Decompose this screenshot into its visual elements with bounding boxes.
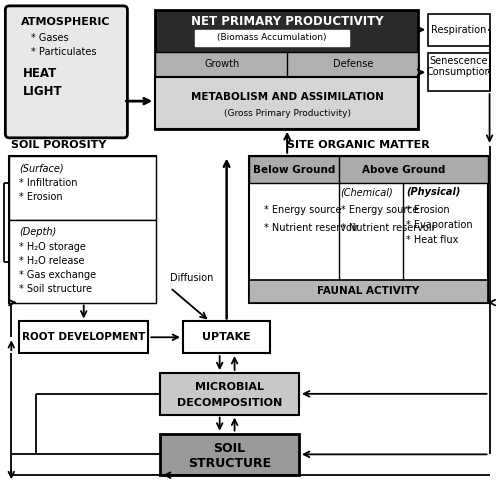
- Text: UPTAKE: UPTAKE: [202, 332, 251, 343]
- Text: FAUNAL ACTIVITY: FAUNAL ACTIVITY: [318, 286, 420, 295]
- Text: ATMOSPHERIC: ATMOSPHERIC: [21, 17, 110, 27]
- Bar: [10, 220, 156, 302]
- Text: * Erosion: * Erosion: [406, 205, 450, 215]
- Text: METABOLISM AND ASSIMILATION: METABOLISM AND ASSIMILATION: [190, 92, 384, 102]
- Bar: [155, 51, 418, 77]
- Text: (Gross Primary Productivity): (Gross Primary Productivity): [224, 108, 350, 118]
- Text: * H₂O storage: * H₂O storage: [19, 242, 86, 252]
- Text: * Energy source: * Energy source: [340, 205, 418, 215]
- Text: * Erosion: * Erosion: [19, 193, 63, 202]
- Text: Senescence
Consumption: Senescence Consumption: [426, 55, 491, 77]
- Text: * Evaporation: * Evaporation: [406, 220, 473, 230]
- Bar: [250, 156, 488, 183]
- Text: ROOT DEVELOPMENT: ROOT DEVELOPMENT: [22, 332, 146, 343]
- Text: * Gas exchange: * Gas exchange: [19, 270, 96, 280]
- Text: Below Ground: Below Ground: [253, 165, 336, 174]
- Text: (Depth): (Depth): [19, 227, 57, 237]
- Bar: [428, 14, 490, 46]
- Text: Diffusion: Diffusion: [170, 273, 214, 283]
- Text: * Heat flux: * Heat flux: [406, 235, 458, 245]
- Text: SITE ORGANIC MATTER: SITE ORGANIC MATTER: [287, 140, 430, 150]
- Text: Growth: Growth: [204, 59, 240, 70]
- Text: * Gases: * Gases: [31, 33, 69, 43]
- Text: MICROBIAL: MICROBIAL: [195, 382, 264, 392]
- Text: NET PRIMARY PRODUCTIVITY: NET PRIMARY PRODUCTIVITY: [191, 15, 384, 28]
- Bar: [155, 10, 418, 129]
- Text: * Particulates: * Particulates: [31, 47, 96, 56]
- Bar: [160, 434, 299, 475]
- Text: Above Ground: Above Ground: [362, 165, 445, 174]
- Text: * Nutrient reservoir: * Nutrient reservoir: [264, 223, 359, 233]
- Text: SOIL: SOIL: [214, 442, 246, 455]
- Text: Respiration: Respiration: [431, 24, 486, 35]
- Bar: [10, 156, 156, 302]
- Text: * H₂O release: * H₂O release: [19, 256, 84, 266]
- Bar: [160, 373, 299, 415]
- Bar: [250, 156, 488, 302]
- Text: (Physical): (Physical): [406, 187, 460, 197]
- Bar: [195, 30, 348, 46]
- Text: * Infiltration: * Infiltration: [19, 178, 78, 189]
- Bar: [10, 156, 156, 220]
- Text: LIGHT: LIGHT: [23, 85, 63, 98]
- Text: DECOMPOSITION: DECOMPOSITION: [177, 398, 282, 408]
- Text: * Nutrient reservoir: * Nutrient reservoir: [340, 223, 436, 233]
- Text: (Surface): (Surface): [19, 164, 64, 173]
- Bar: [155, 77, 418, 129]
- Text: HEAT: HEAT: [23, 67, 58, 80]
- Bar: [183, 321, 270, 353]
- Bar: [19, 321, 148, 353]
- Text: * Soil structure: * Soil structure: [19, 284, 92, 294]
- Text: (Biomass Accumulation): (Biomass Accumulation): [216, 33, 326, 42]
- Text: Defense: Defense: [334, 59, 374, 70]
- Text: SOIL POROSITY: SOIL POROSITY: [12, 140, 106, 150]
- FancyBboxPatch shape: [6, 6, 128, 138]
- Text: (Chemical): (Chemical): [340, 187, 394, 197]
- Text: * Energy source: * Energy source: [264, 205, 342, 215]
- Text: STRUCTURE: STRUCTURE: [188, 457, 271, 470]
- Bar: [428, 53, 490, 91]
- Bar: [250, 280, 488, 302]
